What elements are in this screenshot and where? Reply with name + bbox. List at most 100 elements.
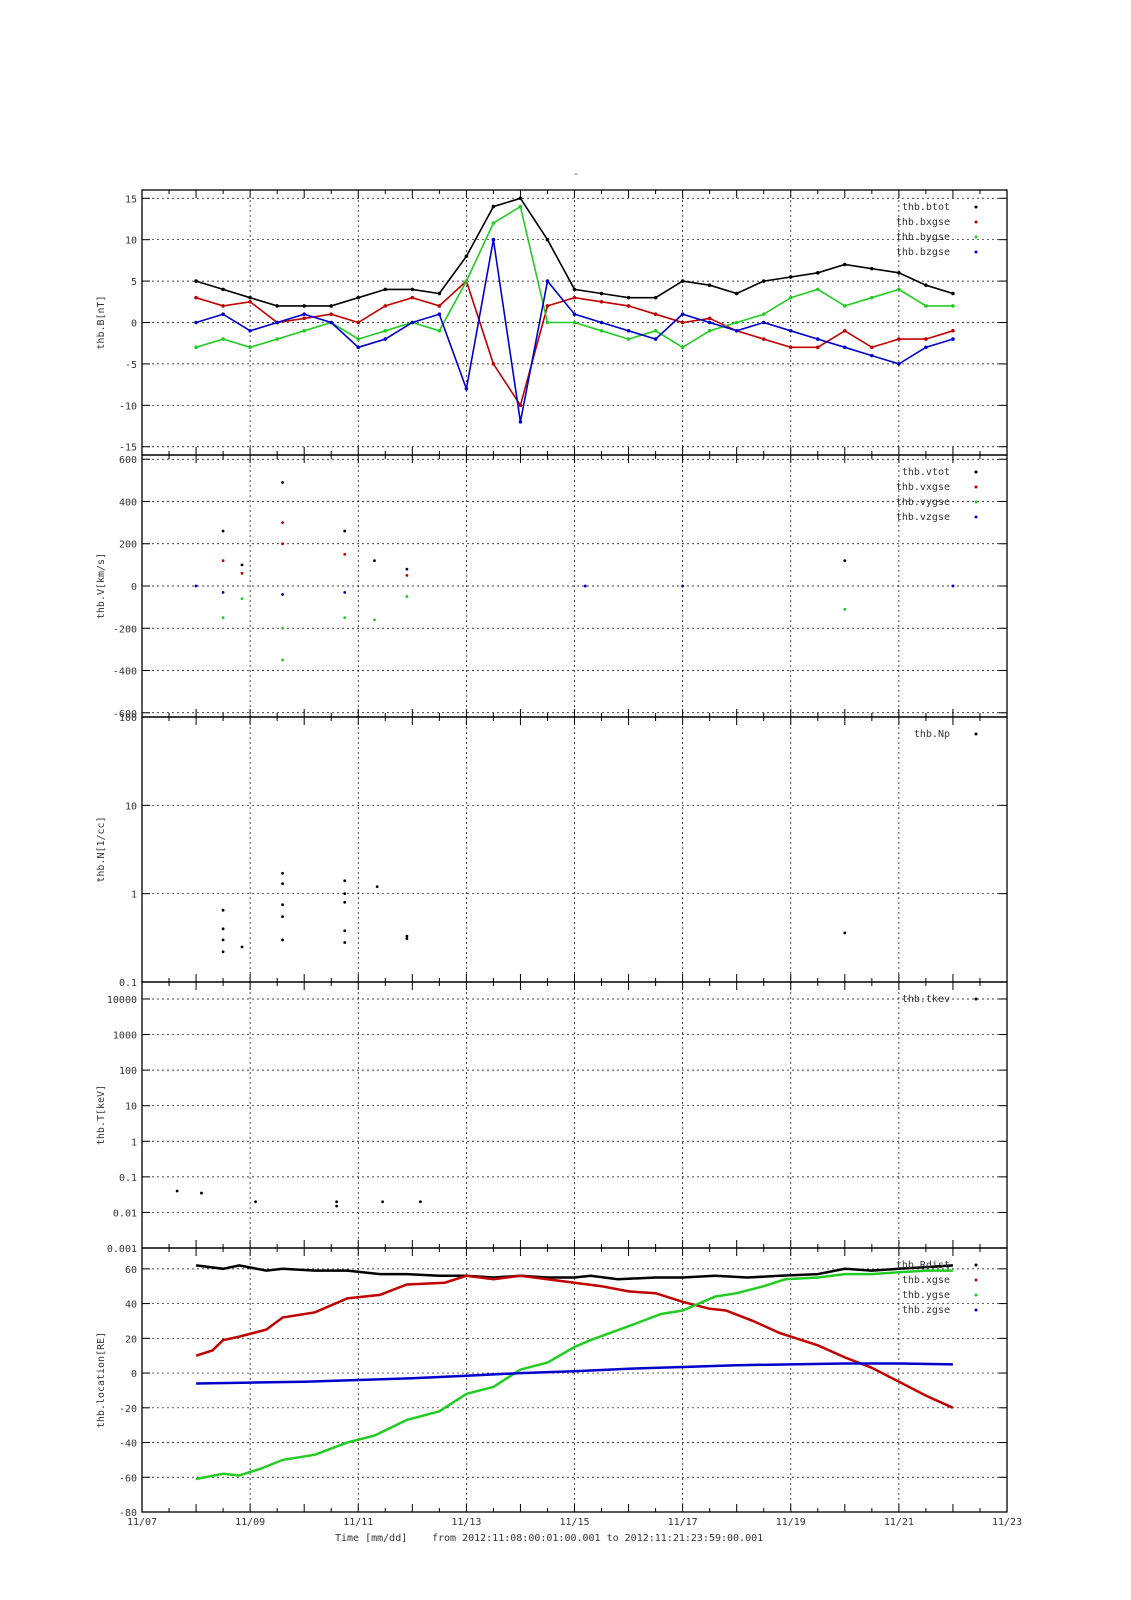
panel-2: -600 -400 -200 0 200 400 600 thb.V[km/s] thb.vto… [96, 454, 1008, 720]
data-point [437, 312, 442, 317]
series-3 [195, 1269, 953, 1481]
data-point [275, 320, 279, 325]
data-point [951, 337, 955, 341]
y-tick-label: 0.1 [119, 978, 137, 989]
data-point [329, 312, 334, 317]
data-point [383, 337, 388, 341]
data-point [870, 353, 874, 358]
panel-4: 0.001 0.01 0.1 1 10 100 1000 10000 thb.T[keV] thb… [96, 981, 1008, 1255]
data-point [951, 328, 955, 333]
data-point [356, 295, 361, 300]
y-tick-label: 15 [125, 194, 137, 205]
data-point [761, 337, 766, 341]
data-point [545, 237, 550, 242]
data-point [788, 295, 793, 300]
data-point [405, 595, 409, 598]
data-point [653, 312, 658, 317]
y-tick-label: 400 [119, 497, 137, 508]
data-point [329, 320, 334, 325]
data-point [221, 950, 225, 954]
data-point [464, 279, 469, 283]
legend-marker [974, 1308, 978, 1312]
series-layer [194, 196, 955, 424]
legend-marker [974, 732, 978, 736]
data-point [626, 328, 631, 333]
data-point [281, 871, 284, 875]
legend-label: thb.xgse [902, 1275, 950, 1286]
data-point [653, 295, 658, 300]
data-point [843, 328, 847, 333]
data-point [626, 295, 631, 300]
data-point [626, 304, 631, 308]
data-point [343, 590, 347, 594]
data-point [707, 320, 712, 325]
data-point [281, 938, 284, 942]
x-tick-label: 11/23 [992, 1517, 1022, 1528]
data-point [410, 320, 415, 325]
data-point [373, 618, 376, 622]
data-point [275, 337, 279, 341]
legend-label: thb.vxgse [896, 482, 950, 493]
series-line [195, 1274, 954, 1409]
y-tick-label: 100 [119, 1066, 137, 1077]
y-tick-label: -5 [125, 360, 137, 371]
data-point [870, 295, 874, 300]
y-tick-label: 40 [125, 1300, 137, 1311]
y-tick-label: 0 [131, 319, 137, 330]
data-point [356, 337, 361, 341]
data-point [437, 304, 442, 308]
legend-marker [974, 997, 978, 1001]
data-point [240, 945, 244, 949]
series-2 [194, 279, 955, 408]
data-point [680, 320, 685, 325]
data-point [843, 304, 847, 308]
x-tick-label: 11/17 [668, 1517, 698, 1528]
data-point [281, 521, 284, 525]
data-point [897, 362, 901, 366]
x-axis-label: Time [mm/dd] [335, 1533, 407, 1544]
series-1 [221, 481, 847, 571]
legend-marker [974, 500, 978, 504]
legend-label: thb.bygse [896, 232, 950, 243]
y-tick-label: 0.01 [113, 1208, 137, 1219]
data-point [897, 271, 901, 275]
legend-label: thb.vtot [902, 467, 950, 478]
data-point [405, 567, 409, 571]
series-layer [221, 871, 847, 954]
data-point [302, 316, 306, 321]
y-tick-label: -60 [119, 1473, 137, 1484]
legend-marker [974, 470, 978, 474]
series-line [195, 1269, 953, 1481]
data-point [518, 196, 523, 201]
legend-marker [974, 1293, 978, 1297]
data-point [491, 221, 496, 225]
data-point [518, 204, 523, 209]
series-layer [195, 1264, 954, 1481]
data-point [405, 574, 409, 577]
data-point [302, 312, 306, 317]
data-point [221, 287, 225, 292]
data-point [194, 320, 198, 325]
data-point [410, 295, 415, 300]
data-point [680, 345, 685, 350]
data-point [491, 204, 496, 209]
series-3 [194, 204, 955, 350]
y-tick-label: 0 [131, 582, 137, 593]
legend-marker [974, 485, 978, 489]
y-tick-label: 10 [125, 801, 137, 812]
data-point [343, 616, 347, 620]
data-point [248, 295, 252, 300]
data-point [221, 927, 225, 931]
panels: -15-10-5051015thb.B[nT]thb.btotthb.bxgse… [96, 189, 1022, 1528]
data-point [281, 481, 284, 484]
data-point [870, 345, 874, 350]
data-point [897, 337, 901, 341]
series-4 [196, 1362, 953, 1385]
data-point [815, 345, 820, 350]
legend-marker [974, 1263, 978, 1267]
data-point [734, 328, 739, 333]
data-point [815, 271, 820, 275]
data-point [626, 337, 631, 341]
y-tick-label: 0.001 [107, 1244, 137, 1255]
